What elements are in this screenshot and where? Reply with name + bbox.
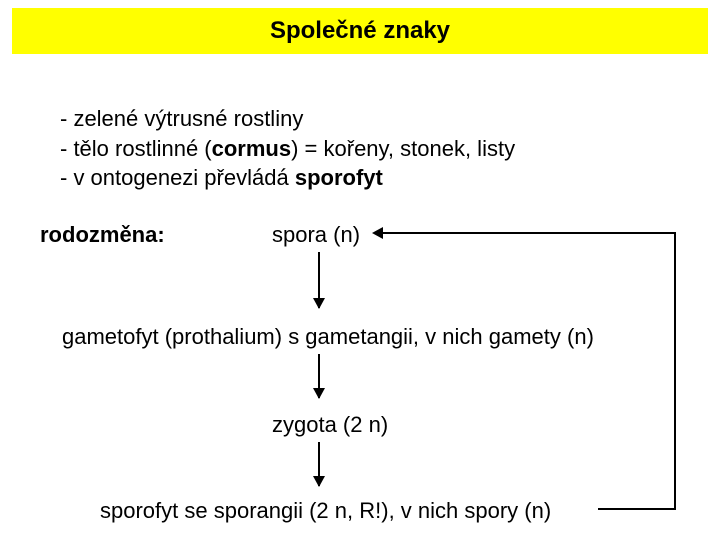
return-path-h1 (598, 508, 676, 510)
node-sporofyt: sporofyt se sporangii (2 n, R!), v nich … (100, 498, 551, 524)
arrow-down-3 (318, 442, 320, 486)
bullet-list: - zelené výtrusné rostliny - tělo rostli… (60, 104, 515, 193)
node-spora: spora (n) (272, 222, 360, 248)
bullet-1-text: - zelené výtrusné rostliny (60, 106, 303, 131)
bullet-line-1: - zelené výtrusné rostliny (60, 104, 515, 134)
return-path-h2 (382, 232, 676, 234)
bullet-2-bold: cormus (212, 136, 291, 161)
bullet-line-2: - tělo rostlinné (cormus) = kořeny, ston… (60, 134, 515, 164)
return-arrowhead (372, 227, 383, 239)
arrow-down-2 (318, 354, 320, 398)
label-rodozmena: rodozměna: (40, 222, 165, 248)
title-bar: Společné znaky (12, 8, 708, 54)
bullet-line-3: - v ontogenezi převládá sporofyt (60, 163, 515, 193)
return-path-v (674, 232, 676, 510)
bullet-3-bold: sporofyt (295, 165, 383, 190)
bullet-3-pre: - v ontogenezi převládá (60, 165, 295, 190)
bullet-2-post: ) = kořeny, stonek, listy (291, 136, 515, 161)
bullet-2-pre: - tělo rostlinné ( (60, 136, 212, 161)
arrow-down-1 (318, 252, 320, 308)
title-text: Společné znaky (270, 17, 450, 45)
node-zygota: zygota (2 n) (272, 412, 388, 438)
node-gametofyt: gametofyt (prothalium) s gametangii, v n… (62, 324, 594, 350)
